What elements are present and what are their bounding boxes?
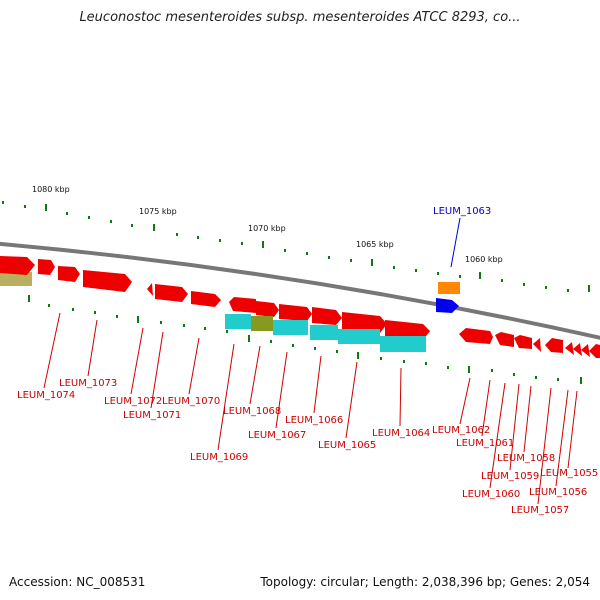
gene-features[interactable]	[0, 256, 600, 358]
gene-feature[interactable]	[256, 301, 279, 317]
gene-feature-blue[interactable]	[436, 298, 459, 313]
gene-feature[interactable]	[589, 344, 600, 358]
gene-label[interactable]: LEUM_1074	[17, 390, 75, 401]
topology-text: Topology: circular; Length: 2,038,396 bp…	[260, 575, 590, 589]
gene-feature[interactable]	[385, 320, 430, 340]
cyan-feature[interactable]	[310, 325, 338, 340]
gene-feature[interactable]	[279, 304, 312, 321]
olive-feature[interactable]	[251, 316, 273, 331]
lower-ticks	[28, 295, 582, 384]
gene-feature[interactable]	[312, 307, 342, 325]
scale-label: 1060 kbp	[465, 255, 503, 264]
gene-feature[interactable]	[459, 328, 493, 344]
scale-label: 1070 kbp	[248, 224, 286, 233]
gene-feature[interactable]	[38, 259, 55, 275]
gene-feature[interactable]	[581, 344, 590, 357]
gene-feature[interactable]	[533, 338, 541, 352]
cyan-feature[interactable]	[273, 320, 308, 335]
gene-label[interactable]: LEUM_1059	[481, 471, 539, 482]
gene-label[interactable]: LEUM_1065	[318, 440, 376, 451]
gene-feature[interactable]	[545, 338, 563, 353]
scale-label: 1080 kbp	[32, 185, 70, 194]
accession-text: Accession: NC_008531	[9, 575, 146, 589]
gene-feature[interactable]	[573, 343, 582, 356]
gene-feature-olive[interactable]	[0, 272, 32, 286]
gene-feature[interactable]	[565, 342, 574, 355]
gene-feature[interactable]	[155, 284, 188, 302]
gene-label[interactable]: LEUM_1057	[511, 505, 569, 516]
label-leaders	[43, 312, 578, 505]
gene-label[interactable]: LEUM_1067	[248, 430, 306, 441]
genome-backbone	[0, 241, 600, 340]
gene-label[interactable]: LEUM_1070	[162, 396, 220, 407]
label-leader-blue	[450, 217, 461, 268]
gene-feature[interactable]	[191, 291, 221, 307]
gene-feature[interactable]	[495, 332, 514, 347]
rna-features[interactable]	[225, 314, 426, 352]
gene-label[interactable]: LEUM_1064	[372, 428, 430, 439]
gene-label[interactable]: LEUM_1068	[223, 406, 281, 417]
gene-feature[interactable]	[83, 270, 132, 292]
gene-feature-orange[interactable]	[438, 282, 460, 294]
gene-label[interactable]: LEUM_1058	[497, 453, 555, 464]
cyan-feature[interactable]	[380, 336, 426, 352]
gene-label[interactable]: LEUM_1073	[59, 378, 117, 389]
gene-label[interactable]: LEUM_1069	[190, 452, 248, 463]
gene-label[interactable]: LEUM_1063	[433, 206, 491, 217]
gene-label[interactable]: LEUM_1071	[123, 410, 181, 421]
gene-feature[interactable]	[514, 335, 532, 349]
cyan-feature[interactable]	[225, 314, 251, 329]
gene-feature[interactable]	[342, 312, 387, 333]
scale-label: 1075 kbp	[139, 207, 177, 216]
gene-feature[interactable]	[58, 266, 80, 282]
map-title: Leuconostoc mesenteroides subsp. mesente…	[79, 10, 521, 25]
gene-label[interactable]: LEUM_1062	[432, 425, 490, 436]
gene-label[interactable]: LEUM_1061	[456, 438, 514, 449]
gene-feature[interactable]	[0, 256, 35, 275]
scale-ticks	[2, 201, 590, 292]
scale-label: 1065 kbp	[356, 240, 394, 249]
gene-feature[interactable]	[147, 283, 153, 296]
gene-label[interactable]: LEUM_1066	[285, 415, 343, 426]
gene-label[interactable]: LEUM_1055	[540, 468, 598, 479]
gene-label[interactable]: LEUM_1060	[462, 489, 520, 500]
gene-label[interactable]: LEUM_1072	[104, 396, 162, 407]
gene-label[interactable]: LEUM_1056	[529, 487, 587, 498]
gene-feature[interactable]	[229, 297, 256, 313]
cyan-feature[interactable]	[338, 329, 380, 344]
